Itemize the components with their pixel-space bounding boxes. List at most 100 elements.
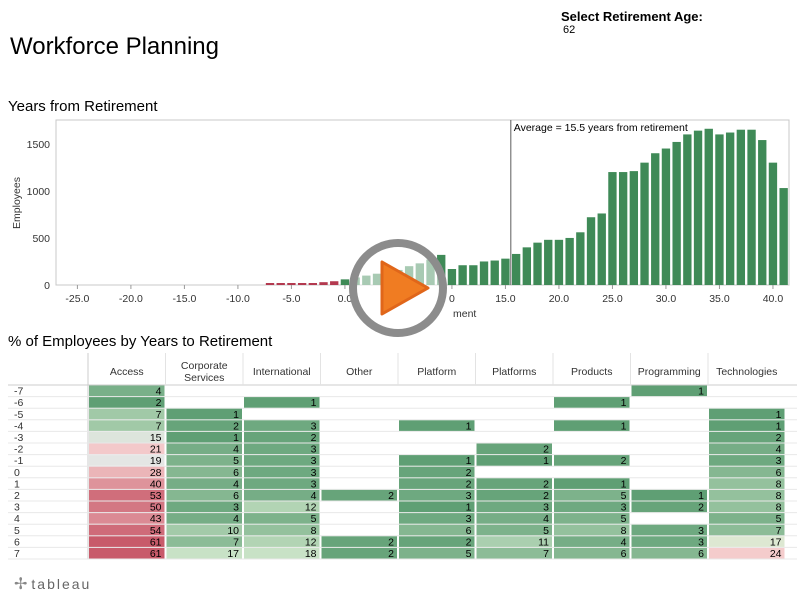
heat-cell <box>89 536 165 547</box>
heat-cell <box>89 513 165 524</box>
heat-cell-value: 21 <box>150 444 162 456</box>
heat-cell-value: 8 <box>621 525 627 537</box>
bar <box>276 283 285 285</box>
heat-cell-value: 8 <box>776 502 782 514</box>
heat-cell <box>709 524 785 536</box>
retirement-age-value[interactable]: 62 <box>563 24 576 36</box>
heat-cell-value: 3 <box>698 536 704 548</box>
heat-cell <box>89 420 165 431</box>
heat-cell-value: 17 <box>227 548 239 560</box>
heat-cell-value: 7 <box>233 536 239 548</box>
y-tick-label: 500 <box>32 233 50 245</box>
heat-cell <box>554 478 630 489</box>
bar <box>565 237 574 285</box>
heat-cell <box>89 455 165 466</box>
heat-cell <box>89 385 165 397</box>
heat-cell <box>244 489 320 501</box>
heat-cell-value: 2 <box>698 502 704 514</box>
bar <box>308 283 317 285</box>
bar <box>458 265 467 285</box>
heat-cell <box>476 501 552 513</box>
heat-cell <box>709 420 785 431</box>
play-button[interactable] <box>346 236 450 340</box>
bar <box>522 247 532 285</box>
heat-cell-value: 2 <box>388 548 394 560</box>
heat-cell-value: 1 <box>776 420 782 432</box>
heat-cell-value: 3 <box>698 525 704 537</box>
heat-cell-value: 6 <box>621 548 627 560</box>
heat-cell <box>631 524 707 536</box>
heat-cell-value: 5 <box>543 525 549 537</box>
heat-cell-value: 1 <box>233 409 239 421</box>
heat-cell <box>89 443 165 455</box>
bar <box>629 171 639 285</box>
heat-cell-value: 7 <box>776 525 782 537</box>
heat-cell-value: 1 <box>698 386 704 398</box>
row-label: 0 <box>14 467 20 479</box>
heat-cell-value: 1 <box>466 420 472 432</box>
heat-cell-value: 2 <box>543 444 549 456</box>
bar <box>330 281 339 285</box>
heat-cell <box>476 524 552 536</box>
heat-cell-value: 3 <box>311 444 317 456</box>
row-label: 5 <box>14 525 20 537</box>
heat-cell-value: 2 <box>388 536 394 548</box>
heat-cell <box>476 443 552 455</box>
heat-cell <box>321 547 397 559</box>
bar <box>479 261 489 285</box>
bar <box>758 140 767 285</box>
column-header: Platform <box>417 366 456 378</box>
x-tick-label: 30.0 <box>656 293 677 305</box>
heat-cell-value: 6 <box>698 548 704 560</box>
heat-cell <box>709 455 785 466</box>
heat-cell <box>631 536 707 547</box>
heat-cell <box>476 536 552 547</box>
y-axis-title: Employees <box>11 177 23 229</box>
heat-cell-value: 40 <box>150 478 162 490</box>
x-tick-label: 40.0 <box>763 293 784 305</box>
heat-cell-value: 6 <box>233 467 239 479</box>
bar <box>736 129 746 285</box>
y-tick-label: 0 <box>44 280 50 292</box>
row-label: -6 <box>14 397 23 409</box>
x-tick-label: -15.0 <box>172 293 196 305</box>
bar <box>490 260 499 285</box>
heat-cell <box>476 455 552 466</box>
heat-cell-value: 3 <box>311 420 317 432</box>
tableau-logo: ✢ tableau <box>14 574 91 594</box>
heat-cell-value: 17 <box>770 536 782 548</box>
row-label: -3 <box>14 432 23 444</box>
column-header: Programming <box>638 366 701 378</box>
heat-cell <box>554 547 630 559</box>
average-annotation: Average = 15.5 years from retirement <box>514 122 688 134</box>
heat-cell-value: 4 <box>621 536 627 548</box>
heat-cell-value: 2 <box>621 455 627 467</box>
column-header: Services <box>184 372 224 384</box>
column-header: International <box>253 366 311 378</box>
heat-cell-value: 3 <box>311 467 317 479</box>
heat-cell <box>89 501 165 513</box>
heat-cell <box>244 513 320 524</box>
heat-cell-value: 3 <box>776 455 782 467</box>
heat-cell <box>476 547 552 559</box>
bar <box>651 153 660 285</box>
bar-chart-title: Years from Retirement <box>8 98 158 115</box>
bar <box>618 172 628 285</box>
heat-cell <box>554 420 630 431</box>
bar <box>779 188 788 285</box>
bar <box>544 239 553 285</box>
heat-cell <box>631 385 707 397</box>
x-tick-label: 25.0 <box>602 293 623 305</box>
x-tick-label: -25.0 <box>65 293 89 305</box>
row-label: 1 <box>14 478 20 490</box>
bar <box>747 129 756 285</box>
heat-cell <box>244 455 320 466</box>
heat-cell-value: 5 <box>311 513 317 525</box>
heat-cell <box>554 501 630 513</box>
heat-cell-value: 4 <box>233 478 239 490</box>
heat-cell-value: 5 <box>776 513 782 525</box>
heat-cell-value: 3 <box>311 455 317 467</box>
heat-cell <box>244 536 320 547</box>
row-label: 7 <box>14 548 20 560</box>
